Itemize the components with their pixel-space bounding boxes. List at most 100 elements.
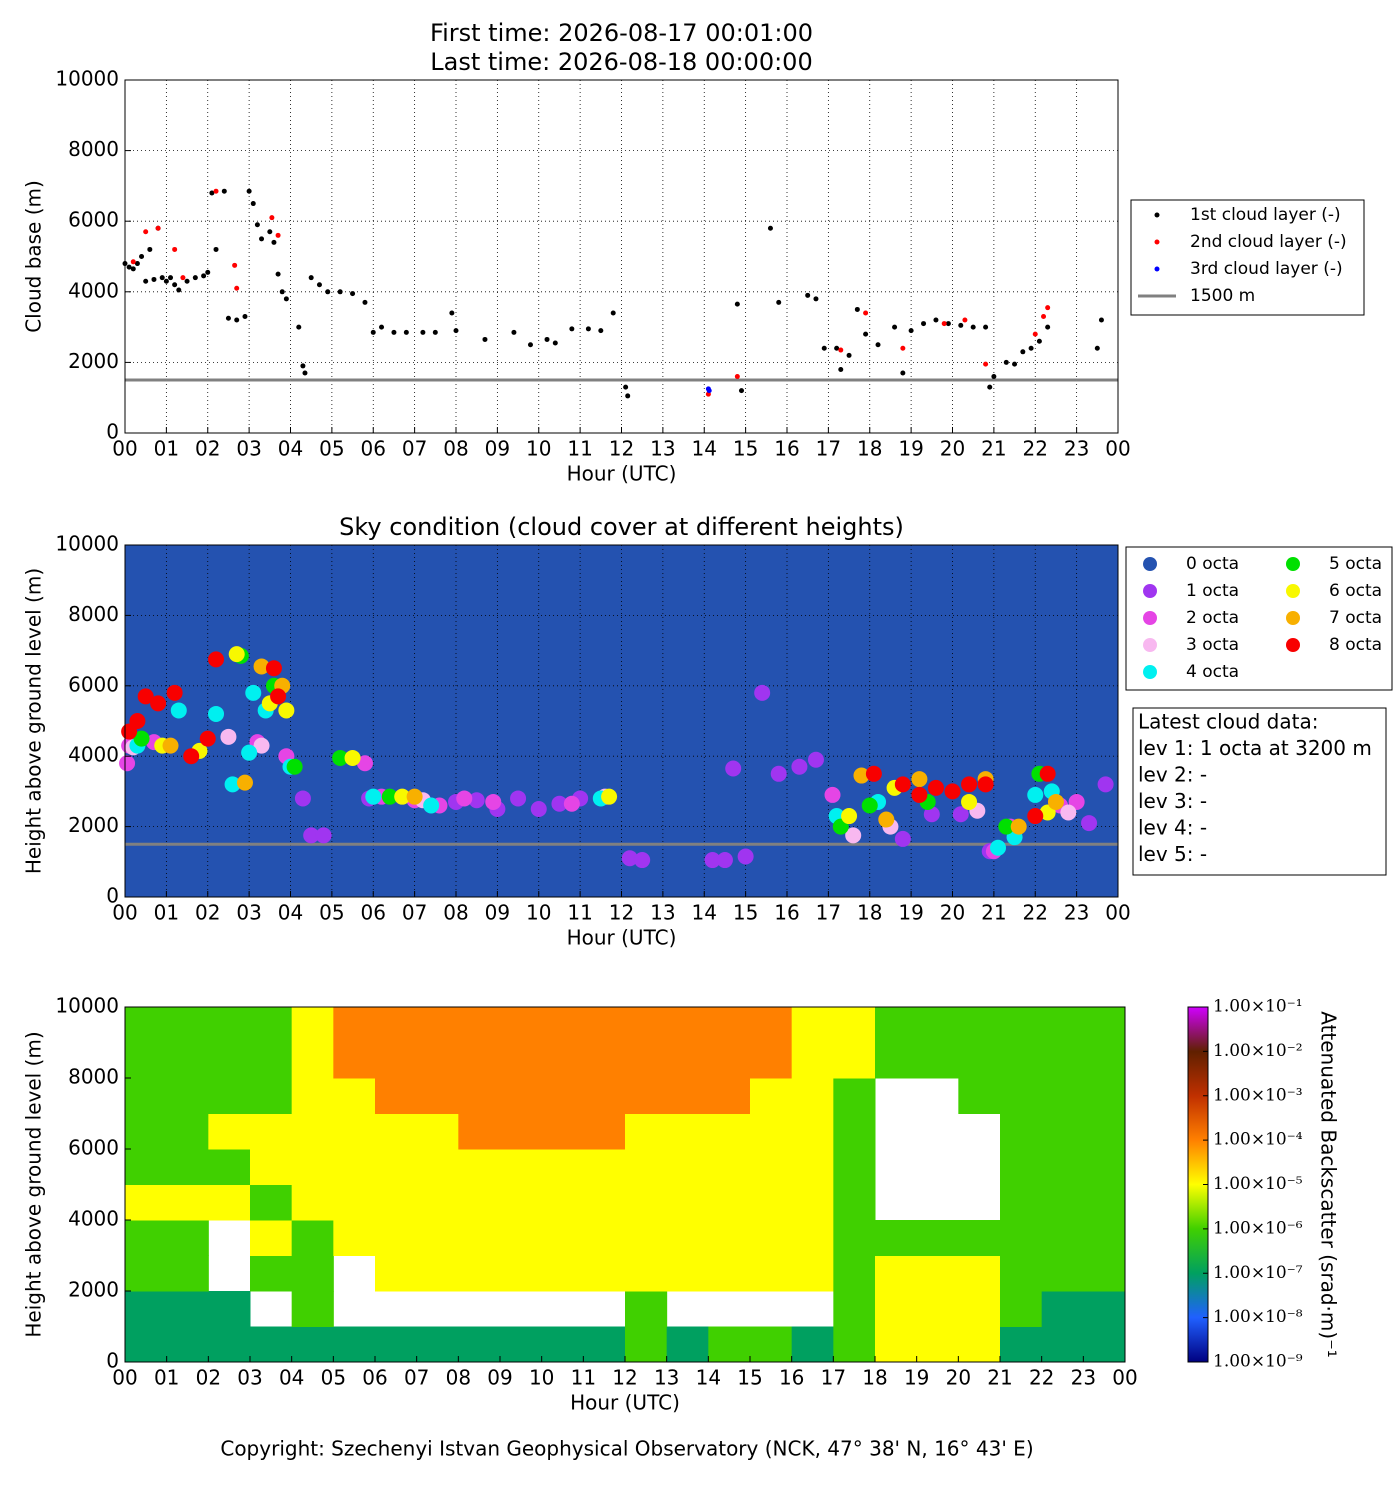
heatmap-cell — [791, 1220, 834, 1256]
legend-label: 1st cloud layer (-) — [1190, 205, 1341, 225]
data-point — [585, 326, 591, 332]
heatmap-cell — [875, 1042, 918, 1079]
heatmap-cell — [1041, 1291, 1084, 1327]
x-tick-label: 11 — [571, 1366, 596, 1390]
heatmap-cell — [791, 1255, 834, 1292]
colorbar-tick-label: 1.00×10⁻⁸ — [1213, 1307, 1303, 1327]
data-point — [170, 702, 187, 719]
x-tick-label: 22 — [1029, 1366, 1054, 1390]
heatmap-cell — [833, 1255, 876, 1292]
data-point — [598, 328, 604, 334]
colorbar-tick-label: 1.00×10⁻⁵ — [1213, 1174, 1303, 1194]
heatmap-cell — [166, 1291, 209, 1327]
heatmap-cell — [708, 1149, 751, 1185]
x-tick-label: 08 — [446, 1366, 471, 1390]
data-point — [453, 328, 459, 334]
heatmap-cell — [458, 1042, 501, 1079]
data-point — [234, 317, 240, 323]
data-point — [569, 326, 575, 332]
heatmap-cell — [375, 1042, 418, 1079]
data-point — [1012, 361, 1018, 367]
x-tick-label: 15 — [737, 1366, 762, 1390]
colorbar-label: Attenuated Backscatter (srad·m)⁻¹ — [1317, 1011, 1341, 1358]
data-point — [271, 239, 277, 245]
legend-marker — [1286, 638, 1300, 652]
data-point — [821, 345, 827, 351]
heatmap-cell — [833, 1326, 876, 1363]
colorbar-tick-label: 1.00×10⁻³ — [1213, 1085, 1303, 1105]
data-point — [232, 262, 238, 268]
heatmap-cell — [250, 1113, 293, 1150]
heatmap-cell — [458, 1255, 501, 1292]
x-tick-label: 07 — [402, 901, 427, 925]
data-point — [126, 264, 132, 270]
heatmap-cell — [375, 1255, 418, 1292]
data-point — [143, 229, 149, 235]
data-point — [1027, 808, 1044, 825]
heatmap-cell — [750, 1007, 793, 1043]
y-tick-label: 4000 — [68, 278, 119, 302]
legend-label: 2 octa — [1186, 608, 1239, 628]
heatmap-cell — [833, 1149, 876, 1185]
y-tick-label: 10000 — [55, 994, 119, 1018]
x-tick-label: 20 — [940, 437, 965, 461]
legend-marker — [1286, 557, 1300, 571]
data-point — [242, 314, 248, 320]
data-point — [449, 310, 455, 316]
heatmap-cell — [250, 1042, 293, 1079]
data-point — [163, 278, 169, 284]
x-tick-label: 04 — [278, 901, 303, 925]
x-tick-label: 08 — [443, 437, 468, 461]
data-point — [807, 751, 824, 768]
data-point — [944, 783, 961, 800]
data-point — [854, 306, 860, 312]
data-point — [166, 684, 183, 701]
heatmap-cell — [500, 1326, 543, 1363]
data-point — [1047, 793, 1064, 810]
data-point — [220, 728, 237, 745]
data-point — [143, 278, 149, 284]
data-point — [900, 370, 906, 376]
data-point — [623, 384, 629, 390]
data-point — [1094, 345, 1100, 351]
x-tick-label: 11 — [567, 437, 592, 461]
heatmap-cell — [666, 1149, 709, 1185]
legend-marker — [1154, 239, 1160, 245]
x-tick-label: 23 — [1064, 437, 1089, 461]
heatmap-cell — [125, 1291, 168, 1327]
legend-label: 1500 m — [1190, 286, 1255, 306]
data-point — [610, 310, 616, 316]
heatmap-cell — [333, 1007, 376, 1043]
x-tick-label: 15 — [733, 901, 758, 925]
data-point — [878, 811, 895, 828]
heatmap-cell — [500, 1007, 543, 1043]
data-point — [625, 393, 631, 399]
heatmap-cell — [208, 1291, 251, 1327]
data-point — [208, 705, 225, 722]
x-tick-label: 00 — [112, 437, 137, 461]
heatmap-cell — [208, 1113, 251, 1150]
x-tick-label: 01 — [154, 901, 179, 925]
x-tick-label: 18 — [862, 1366, 887, 1390]
y-axis-label: Height above ground level (m) — [22, 568, 46, 874]
data-point — [129, 713, 146, 729]
data-point — [283, 296, 289, 302]
heatmap-cell — [333, 1113, 376, 1150]
heatmap-cell — [250, 1149, 293, 1185]
data-point — [302, 370, 308, 376]
heatmap-cell — [958, 1326, 1001, 1363]
data-point — [151, 276, 157, 282]
data-point — [162, 737, 179, 754]
heatmap-cell — [250, 1326, 293, 1363]
legend-marker — [1143, 665, 1157, 679]
x-tick-label: 05 — [319, 901, 344, 925]
data-point — [738, 388, 744, 394]
heatmap-cell — [125, 1078, 168, 1114]
data-point — [213, 246, 219, 252]
data-point — [365, 788, 382, 805]
heatmap-cell — [625, 1042, 668, 1079]
heatmap-cell — [1000, 1113, 1043, 1150]
y-tick-label: 8000 — [68, 1065, 119, 1089]
heatmap-cell — [625, 1113, 668, 1150]
heatmap-cell — [500, 1255, 543, 1292]
